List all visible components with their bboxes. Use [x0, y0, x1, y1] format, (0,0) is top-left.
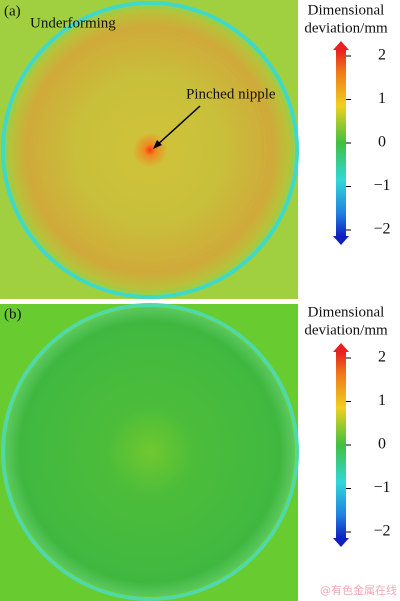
rim: [1, 303, 299, 601]
arrow-head: [153, 140, 162, 149]
deviation-map: [6, 308, 294, 596]
colorbar-title: deviation/mm: [304, 322, 388, 338]
colorbar-title: Dimensional: [308, 2, 385, 18]
tick-label: 2: [378, 349, 386, 366]
rim: [1, 1, 299, 299]
colorbar: [336, 50, 346, 236]
tick-label: −2: [373, 523, 390, 540]
tick-label: 1: [378, 392, 386, 409]
tick-label: −2: [373, 221, 390, 238]
tick-label: 1: [378, 90, 386, 107]
watermark: @有色金属在线: [320, 583, 397, 597]
tick-label: 2: [378, 47, 386, 64]
arrow: [155, 105, 201, 147]
annotation: Pinched nipple: [186, 86, 276, 102]
colorbar-arrow: [333, 538, 349, 547]
annotation: Underforming: [30, 15, 116, 31]
colorbar-title: deviation/mm: [304, 20, 388, 36]
panel-label: (a): [4, 3, 21, 19]
tick-label: 0: [378, 436, 386, 453]
colorbar-arrow: [333, 236, 349, 245]
colorbar-title: Dimensional: [308, 304, 385, 320]
colorbar-arrow: [333, 343, 349, 352]
tick-label: 0: [378, 134, 386, 151]
deviation-map: [6, 6, 294, 294]
colorbar: [336, 352, 346, 538]
tick-label: −1: [373, 479, 390, 496]
colorbar-arrow: [333, 41, 349, 50]
panel-label: (b): [4, 306, 22, 322]
tick-label: −1: [373, 177, 390, 194]
